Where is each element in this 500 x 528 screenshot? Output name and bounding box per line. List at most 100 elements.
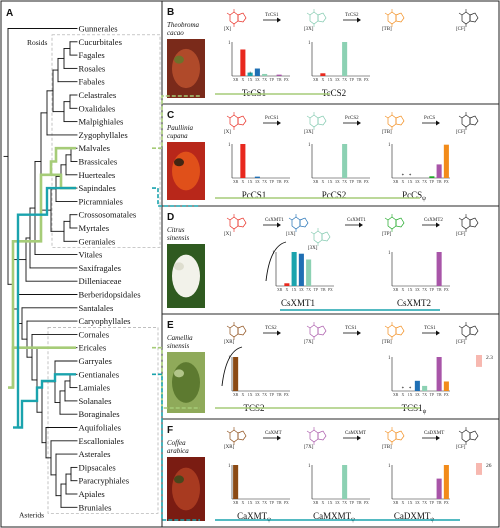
species-genus: Citrus [167,226,185,234]
x-tick-label: PX [444,393,449,397]
arrow-head [277,330,281,336]
bar [422,385,428,391]
compound-label: [3X] [304,130,314,135]
x-tick-label: X [402,501,405,505]
compound-label: [7X] [304,445,314,450]
substituent [226,12,231,16]
x-tick-label: TB [437,393,442,397]
substituent [288,217,293,221]
x-tick-label: XR [393,393,399,397]
x-tick-label: TB [277,180,282,184]
bar [436,164,442,178]
compound-structure [458,112,479,130]
compound-structure [458,427,479,445]
green-path-malvales [8,146,76,389]
ring-5 [317,325,327,336]
compound-structure [384,214,405,232]
gene-label: PcCS1 [242,190,267,200]
malvales-connector [152,95,200,149]
taxon-label: Solanales [79,396,113,406]
taxon-label: Santalales [79,303,114,313]
y-tick-label: 1 [228,143,231,148]
green-path-ericales [11,346,76,388]
ring-6 [387,11,397,25]
bar [254,68,260,76]
photo-detail [174,262,184,271]
x-tick-label: TP [430,180,434,184]
x-tick-label: TB [277,501,282,505]
x-tick-label: X [286,288,289,292]
x-tick-label: X [242,78,245,82]
bar [233,357,239,391]
sapindales-connector [152,187,200,207]
bar [240,49,246,76]
y-tick-label: 1 [308,464,311,469]
x-tick-label: TP [430,288,434,292]
ring-6 [309,324,319,338]
compound-structure [384,427,405,445]
gene-label: TCS1ψ [402,403,427,415]
x-tick-label: 7X [422,393,427,397]
bar [233,465,239,499]
bar [436,357,442,391]
bar [262,73,268,76]
x-tick-label: 1X [328,501,333,505]
enzyme-label: CaMXMT [345,431,366,436]
compound-structure [226,322,247,340]
x-tick-label: 7X [306,288,311,292]
enzyme-label: TcCS2 [345,13,359,18]
bar [436,478,442,499]
cycle-arrow [265,241,287,282]
taxon-label: Asterales [79,449,112,459]
x-tick-label: XR [233,501,239,505]
x-tick-label: 7X [422,288,427,292]
compound-structure [306,9,327,27]
taxon-label: Rosales [79,63,106,73]
gene-label: CaDXMTψ [394,511,435,523]
x-tick-label: XR [233,393,239,397]
x-tick-label: PX [284,78,289,82]
species-epithet: sinensis [167,234,189,242]
x-tick-label: 7X [262,78,267,82]
arrow-head [277,120,281,126]
compound-label: [CF] [456,130,466,135]
arrow-head [436,120,440,126]
compound-label: [X] [224,27,231,32]
compound-label: [XR] [224,445,235,450]
substituent [306,430,311,434]
overflow-bar [476,463,482,475]
substituent [384,115,389,119]
enzyme-label: CaXMT [265,431,282,436]
bar [291,252,297,286]
x-tick-label: TB [277,393,282,397]
species-genus: Theobroma [167,21,200,29]
ring-5 [237,12,247,23]
compound-structure [226,427,247,445]
bar-chart: 1 XR X 1X 3X 7X TP TB PX [308,143,370,184]
x-tick-label: X [242,180,245,184]
ring-5 [469,430,479,441]
x-tick-label: TP [270,501,274,505]
bar [306,259,312,286]
arrow-head [357,330,361,336]
compound-structure [306,427,327,445]
y-tick-label: 1 [228,464,231,469]
arrow-head [277,435,281,441]
ring-5 [317,12,327,23]
y-tick-label: 1 [388,356,391,361]
ring-6 [309,114,319,128]
x-tick-label: X [322,501,325,505]
arrow-head [277,17,281,23]
taxon-label: Dipsacales [79,462,117,472]
substituent [458,12,463,16]
x-tick-label: TB [277,78,282,82]
bar [320,73,326,76]
bar [247,72,253,76]
taxon-label: Fagales [79,50,106,60]
y-tick-label: 1 [388,143,391,148]
ring-6 [387,324,397,338]
bar-chart: 1 XR X 1X 3X 7X TP TB PX [308,41,370,82]
compound-structure [458,214,479,232]
